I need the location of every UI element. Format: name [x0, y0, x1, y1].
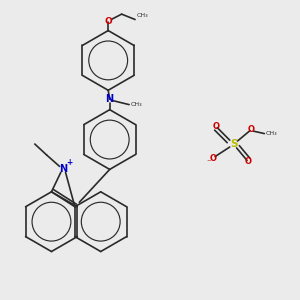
Text: CH₃: CH₃	[136, 13, 148, 18]
Text: O: O	[248, 124, 255, 134]
Text: O: O	[210, 154, 217, 163]
Text: N: N	[59, 164, 67, 174]
Text: ⁻: ⁻	[207, 158, 211, 166]
Text: O: O	[212, 122, 219, 130]
Text: CH₃: CH₃	[266, 131, 277, 136]
Text: S: S	[230, 139, 237, 149]
Text: O: O	[245, 158, 252, 166]
Text: N: N	[106, 94, 114, 104]
Text: O: O	[104, 17, 112, 26]
Text: +: +	[67, 158, 73, 167]
Text: CH₃: CH₃	[130, 102, 142, 107]
